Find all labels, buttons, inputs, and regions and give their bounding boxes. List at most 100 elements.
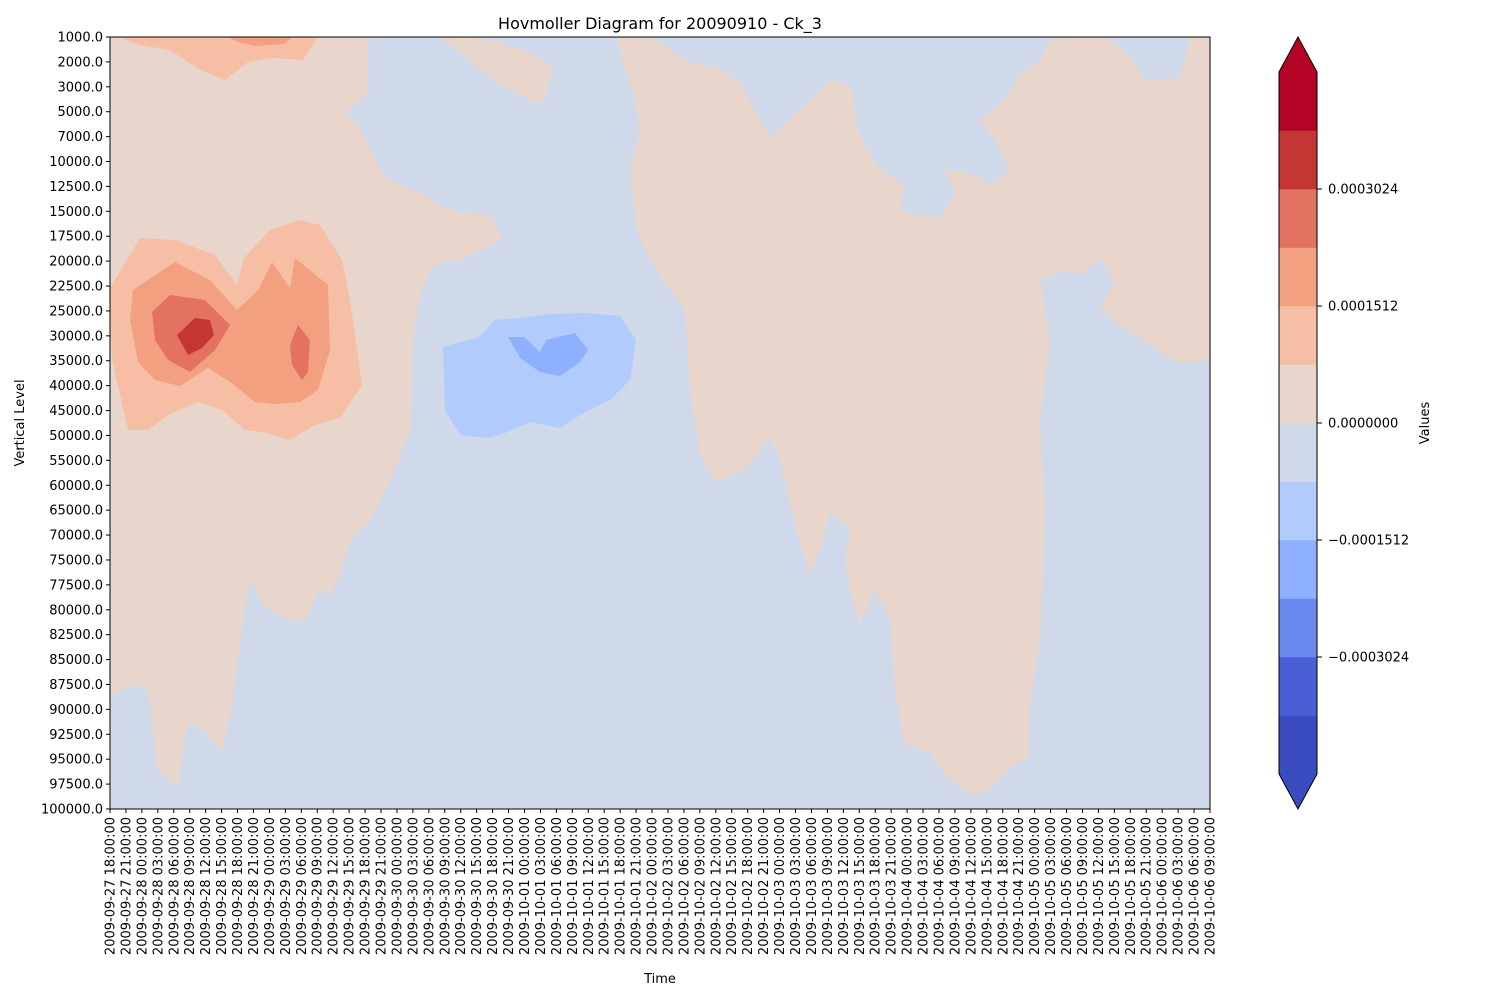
y-tick-label: 22500.0 (49, 280, 103, 295)
x-tick-label: 2009-09-28 09:00:00 (183, 817, 198, 955)
colorbar-band (1278, 598, 1318, 658)
colorbar-band (1278, 715, 1318, 775)
colorbar-band (1278, 656, 1318, 716)
y-tick-label: 12500.0 (49, 180, 103, 195)
x-tick-label: 2009-09-28 00:00:00 (135, 817, 150, 955)
y-tick-label: 40000.0 (49, 379, 103, 394)
y-tick-label: 90000.0 (49, 703, 103, 718)
x-tick-label: 2009-10-04 03:00:00 (917, 817, 932, 955)
x-tick-label: 2009-09-30 03:00:00 (406, 817, 421, 955)
x-tick-label: 2009-09-29 18:00:00 (359, 817, 374, 955)
colorbar-extend-max (1279, 37, 1317, 72)
x-tick-label: 2009-09-29 12:00:00 (327, 817, 342, 955)
contour-fill-positive-level-2-mid (130, 258, 330, 404)
contour-fill-near-zero-positive-right (617, 37, 1210, 795)
y-tick-label: 77500.0 (49, 578, 103, 593)
colorbar-band (1278, 481, 1318, 541)
x-tick-label: 2009-10-06 06:00:00 (1188, 817, 1203, 955)
x-tick-label: 2009-09-30 09:00:00 (438, 817, 453, 955)
x-tick-label: 2009-10-04 06:00:00 (932, 817, 947, 955)
contour-fill-positive-level-4-peak (177, 318, 214, 355)
x-tick-label: 2009-09-30 00:00:00 (390, 817, 405, 955)
colorbar-tick-label: −0.0001512 (1328, 534, 1409, 549)
colorbar-outline (1278, 35, 1318, 811)
y-tick-label: 20000.0 (49, 255, 103, 270)
x-tick-label: 2009-09-29 03:00:00 (279, 817, 294, 955)
y-tick-label: 100000.0 (41, 803, 103, 818)
x-tick-label: 2009-10-03 00:00:00 (773, 817, 788, 955)
x-axis-ticks: 2009-09-27 18:00:00 2009-09-27 21:00:00 20… (104, 809, 1219, 955)
x-tick-label: 2009-10-03 12:00:00 (837, 817, 852, 955)
y-tick-label: 5000.0 (58, 105, 104, 120)
colorbar-band (1278, 364, 1318, 424)
contour-fill-negative-level-1-mid (443, 313, 636, 438)
x-tick-label: 2009-10-04 18:00:00 (996, 817, 1011, 955)
x-tick-label: 2009-09-30 21:00:00 (502, 817, 517, 955)
y-tick-label: 25000.0 (49, 304, 103, 319)
x-tick-label: 2009-10-05 00:00:00 (1028, 817, 1043, 955)
x-tick-label: 2009-10-03 18:00:00 (869, 817, 884, 955)
y-tick-label: 35000.0 (49, 354, 103, 369)
x-tick-label: 2009-10-05 18:00:00 (1124, 817, 1139, 955)
y-tick-label: 1000.0 (58, 31, 104, 46)
x-tick-label: 2009-10-01 06:00:00 (550, 817, 565, 955)
x-tick-label: 2009-10-02 00:00:00 (646, 817, 661, 955)
x-tick-label: 2009-10-05 12:00:00 (1092, 817, 1107, 955)
x-tick-label: 2009-10-06 09:00:00 (1204, 817, 1219, 955)
x-tick-label: 2009-10-01 21:00:00 (630, 817, 645, 955)
x-tick-label: 2009-10-05 03:00:00 (1044, 817, 1059, 955)
x-tick-label: 2009-10-06 03:00:00 (1172, 817, 1187, 955)
x-tick-label: 2009-10-05 15:00:00 (1108, 817, 1123, 955)
y-tick-label: 10000.0 (49, 155, 103, 170)
x-tick-label: 2009-10-04 21:00:00 (1012, 817, 1027, 955)
plot-frame (109, 36, 1211, 810)
y-tick-label: 75000.0 (49, 553, 103, 568)
colorbar-tick-label: −0.0003024 (1328, 651, 1409, 666)
colorbar-band (1278, 188, 1318, 248)
y-tick-label: 85000.0 (49, 653, 103, 668)
y-tick-label: 95000.0 (49, 753, 103, 768)
colorbar-tick-label: 0.0003024 (1328, 183, 1398, 198)
x-tick-label: 2009-09-29 06:00:00 (295, 817, 310, 955)
x-tick-label: 2009-10-06 00:00:00 (1156, 817, 1171, 955)
y-tick-label: 65000.0 (49, 504, 103, 519)
contour-fill-near-zero-positive-center (440, 38, 552, 105)
x-tick-label: 2009-10-01 12:00:00 (582, 817, 597, 955)
x-tick-label: 2009-09-27 21:00:00 (119, 817, 134, 955)
y-tick-label: 87500.0 (49, 678, 103, 693)
contour-fill-negative-level-2-mid (508, 333, 588, 376)
x-tick-label: 2009-10-03 09:00:00 (821, 817, 836, 955)
x-tick-label: 2009-10-03 15:00:00 (853, 817, 868, 955)
x-tick-label: 2009-10-04 12:00:00 (964, 817, 979, 955)
y-tick-label: 15000.0 (49, 205, 103, 220)
y-tick-label: 50000.0 (49, 429, 103, 444)
colorbar-band (1278, 247, 1318, 307)
x-tick-label: 2009-10-05 21:00:00 (1140, 817, 1155, 955)
y-tick-label: 55000.0 (49, 454, 103, 469)
colorbar-band (1278, 305, 1318, 365)
colorbar-band (1278, 71, 1318, 131)
y-tick-label: 17500.0 (49, 230, 103, 245)
x-tick-label: 2009-09-29 15:00:00 (343, 817, 358, 955)
colorbar-band (1278, 539, 1318, 599)
y-tick-label: 70000.0 (49, 529, 103, 544)
x-tick-label: 2009-10-01 00:00:00 (518, 817, 533, 955)
y-tick-label: 7000.0 (58, 130, 104, 145)
x-tick-label: 2009-10-04 09:00:00 (948, 817, 963, 955)
y-axis-ticks: 1000.0 2000.0 3000.0 5000.0 7000.0 10000.0 125… (41, 31, 110, 818)
x-tick-label: 2009-10-05 09:00:00 (1076, 817, 1091, 955)
colorbar-tick-label: 0.0000000 (1328, 417, 1398, 432)
x-tick-label: 2009-10-02 12:00:00 (709, 817, 724, 955)
x-tick-label: 2009-10-02 06:00:00 (677, 817, 692, 955)
x-tick-label: 2009-10-01 03:00:00 (534, 817, 549, 955)
colorbar-extend-min (1279, 774, 1317, 809)
x-tick-label: 2009-09-30 12:00:00 (454, 817, 469, 955)
x-tick-label: 2009-10-02 15:00:00 (725, 817, 740, 955)
x-tick-label: 2009-10-01 09:00:00 (566, 817, 581, 955)
y-tick-label: 45000.0 (49, 404, 103, 419)
y-tick-label: 30000.0 (49, 329, 103, 344)
x-tick-label: 2009-10-02 03:00:00 (661, 817, 676, 955)
x-tick-label: 2009-10-04 15:00:00 (980, 817, 995, 955)
y-tick-label: 2000.0 (58, 55, 104, 70)
